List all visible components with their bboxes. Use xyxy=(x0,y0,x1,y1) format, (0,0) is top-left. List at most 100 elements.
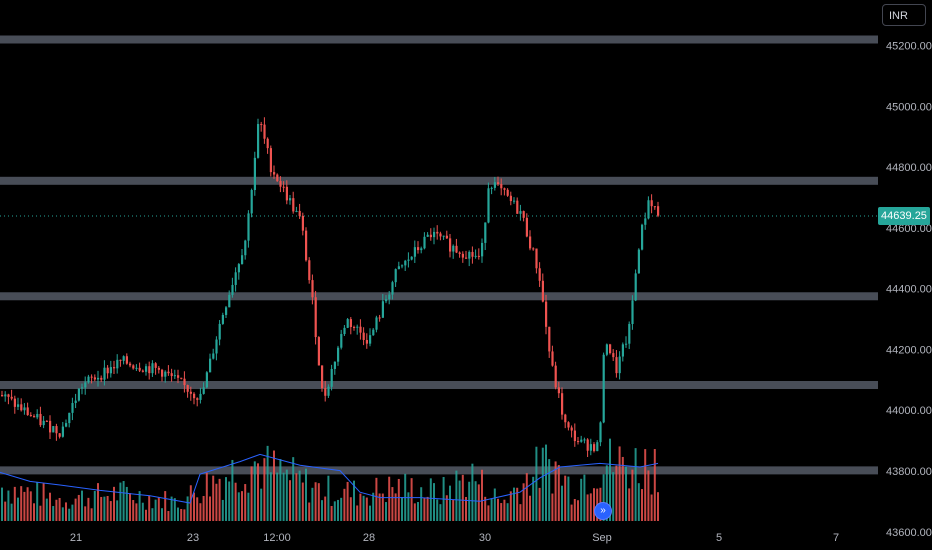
volume-bar xyxy=(45,498,48,521)
candle-body xyxy=(74,400,77,404)
x-tick-label: Sep xyxy=(592,532,612,544)
candle-body xyxy=(465,257,468,259)
volume-bar xyxy=(1,487,3,521)
volume-bar xyxy=(378,493,381,521)
volume-bar xyxy=(365,497,368,521)
candle-body xyxy=(644,218,647,225)
candle-body xyxy=(577,441,580,443)
x-tick-label: 28 xyxy=(363,532,375,544)
volume-bar xyxy=(157,496,160,521)
volume-bar xyxy=(122,481,125,521)
candle-body xyxy=(58,433,61,437)
volume-bar xyxy=(167,511,170,521)
volume-bar xyxy=(439,504,442,521)
volume-bar xyxy=(282,472,285,521)
currency-selector[interactable]: INR xyxy=(882,4,926,26)
candle-body xyxy=(167,371,170,374)
candle-body xyxy=(231,284,234,295)
candle-body xyxy=(65,423,68,427)
candle-body xyxy=(522,211,525,218)
candle-body xyxy=(305,230,308,261)
candle-body xyxy=(452,245,455,252)
volume-bar xyxy=(52,506,55,521)
volume-bar xyxy=(564,475,567,521)
volume-bar xyxy=(509,491,512,521)
volume-bar xyxy=(637,483,640,521)
volume-bar xyxy=(580,478,583,521)
candle-body xyxy=(209,358,212,373)
volume-bar xyxy=(87,497,90,521)
volume-bar xyxy=(237,492,240,521)
volume-bar xyxy=(247,492,250,521)
candle-body xyxy=(439,233,442,237)
double-chevron-right-icon[interactable]: » xyxy=(594,502,612,520)
volume-bar xyxy=(641,489,643,521)
candle-body xyxy=(631,300,634,325)
volume-bar xyxy=(295,473,298,521)
volume-bar xyxy=(231,459,234,521)
candle-body xyxy=(356,326,359,328)
volume-bar xyxy=(161,508,163,521)
volume-bar xyxy=(49,492,51,521)
candle-body xyxy=(84,382,87,388)
volume-moving-average xyxy=(0,453,659,504)
time-axis[interactable]: 21 23 12:00 28 30 Sep 5 7 xyxy=(70,532,839,544)
candle-body xyxy=(33,416,36,418)
volume-bar xyxy=(538,487,541,521)
candle-body xyxy=(378,317,381,319)
candle-body xyxy=(269,148,272,173)
candle-body xyxy=(567,422,570,428)
volume-bar xyxy=(292,457,295,521)
candle-body xyxy=(301,215,304,231)
volume-bar xyxy=(145,509,147,521)
volume-bar xyxy=(196,497,199,521)
volume-bar xyxy=(388,476,391,521)
candle-body xyxy=(17,404,20,407)
candle-body xyxy=(164,371,167,377)
candle-body xyxy=(234,272,237,285)
x-tick-label: 21 xyxy=(70,532,82,544)
volume-bar xyxy=(4,501,7,521)
candle-body xyxy=(266,138,269,149)
candle-body xyxy=(4,394,7,397)
candle-body xyxy=(257,124,260,158)
y-tick-label: 43800.00 xyxy=(886,466,932,478)
candle-body xyxy=(449,238,452,252)
volume-bar xyxy=(177,507,179,521)
volume-bar xyxy=(484,496,487,521)
volume-bar xyxy=(269,472,272,521)
price-axis[interactable]: 45200.00 45000.00 44800.00 44600.00 4440… xyxy=(886,41,932,539)
volume-bar xyxy=(257,463,259,521)
candle-body xyxy=(295,210,298,212)
candle-body xyxy=(362,332,365,340)
volume-bar xyxy=(141,502,144,521)
volume-bar xyxy=(308,502,311,521)
candle-body xyxy=(455,245,458,253)
volume-bar xyxy=(186,496,189,521)
candle-body xyxy=(93,377,96,380)
candle-body xyxy=(612,353,615,358)
volume-bar xyxy=(657,492,659,521)
candle-body xyxy=(225,307,228,315)
volume-bar xyxy=(593,488,595,521)
candle-body xyxy=(308,260,311,281)
volume-bar xyxy=(394,493,397,521)
volume-bar xyxy=(266,445,269,521)
volume-bar xyxy=(170,496,173,521)
volume-bar xyxy=(535,446,538,521)
volume-bar xyxy=(228,481,231,521)
candle-body xyxy=(244,240,247,256)
volume-bar xyxy=(583,474,586,521)
volume-bar xyxy=(279,459,282,521)
candle-body xyxy=(589,444,592,451)
candle-body xyxy=(564,414,567,423)
candle-body xyxy=(349,319,352,327)
volume-bar xyxy=(461,474,464,521)
y-tick-label: 44000.00 xyxy=(886,405,932,417)
volume-bars xyxy=(1,438,659,521)
candle-body xyxy=(189,391,192,394)
candle-body xyxy=(500,184,503,189)
candles xyxy=(1,117,660,458)
candle-body xyxy=(445,235,448,239)
